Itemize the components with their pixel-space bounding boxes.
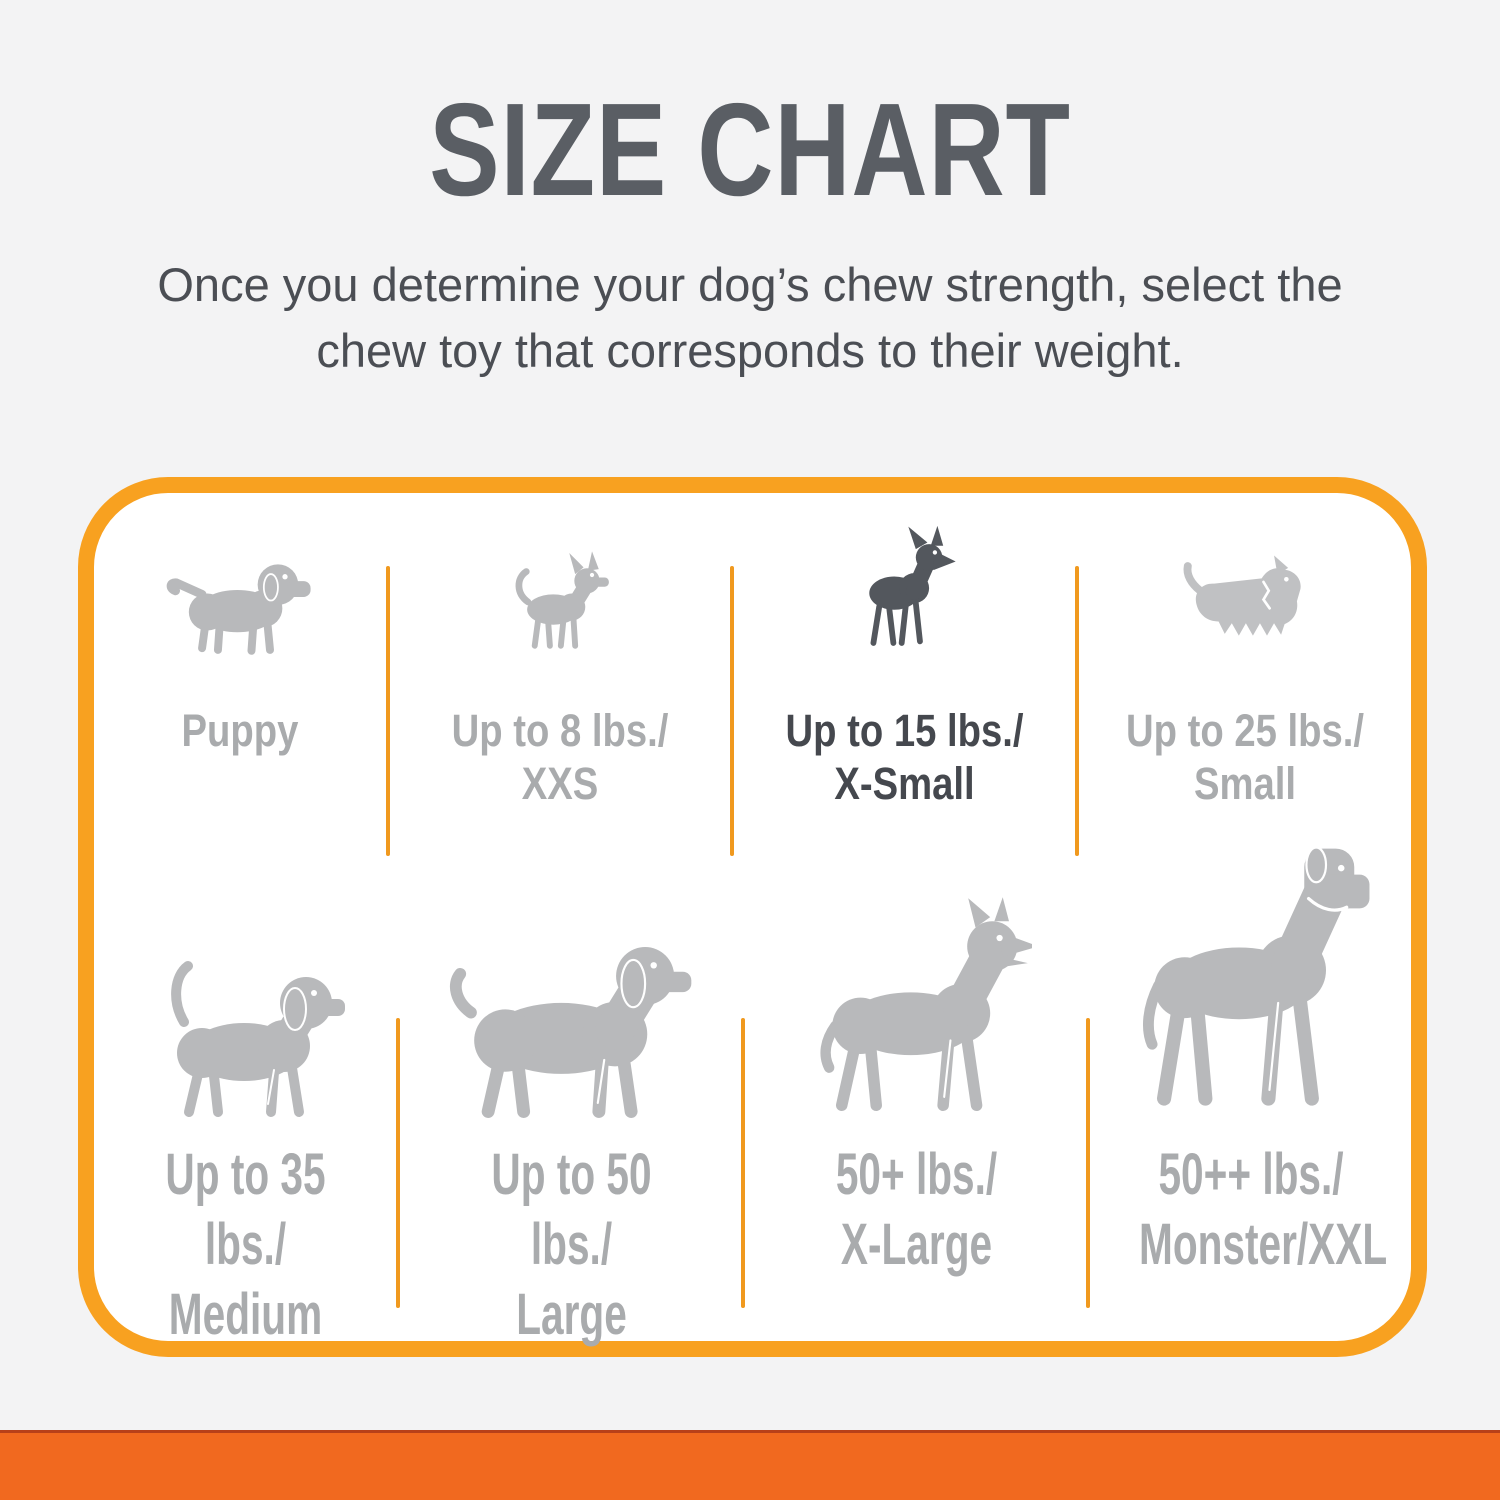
size-chart-panel [78, 477, 1427, 1357]
size-label-line2: XXS [521, 758, 599, 809]
dog-icon-box [94, 490, 386, 658]
size-label-line1: 50++ lbs./ [1158, 1142, 1344, 1207]
footer-accent-bar [0, 1430, 1500, 1500]
chihuahua-icon [515, 551, 609, 650]
beagle-icon [170, 961, 345, 1117]
size-cell-medium: Up to 35 lbs./ Medium [94, 810, 397, 1350]
dog-icon-box [746, 810, 1087, 1122]
size-cell-xxs: Up to 8 lbs./ XXS [390, 490, 730, 810]
size-cell-small: Up to 25 lbs./ Small [1079, 490, 1411, 810]
size-label-line1: Up to 8 lbs./ [451, 705, 669, 756]
size-cell-xsmall-highlighted: Up to 15 lbs./ X-Small [734, 490, 1075, 810]
size-label: Up to 8 lbs./ XXS [390, 704, 730, 810]
size-cell-xlarge: 50+ lbs./ X-Large [746, 810, 1087, 1280]
size-label: 50+ lbs./ X-Large [746, 1140, 1087, 1280]
dog-icon-box [1079, 490, 1411, 658]
column-divider [1075, 566, 1079, 856]
size-label-line2: Large [516, 1282, 627, 1347]
size-label: Puppy [94, 704, 386, 757]
column-divider [1086, 1018, 1090, 1308]
chihuahua-xsmall-icon [868, 525, 956, 646]
size-label-line2: Small [1193, 758, 1297, 809]
page-title: SIZE CHART [0, 84, 1500, 216]
size-label-line1: Up to 15 lbs./ [785, 705, 1024, 756]
puppy-dog-icon [166, 564, 311, 655]
size-label: Up to 35 lbs./ Medium [94, 1140, 397, 1350]
size-cell-large: Up to 50 lbs./ Large [401, 810, 742, 1350]
size-label-line2: Monster/XXL [1139, 1212, 1388, 1277]
size-label-line2: X-Small [834, 758, 975, 809]
size-label-line2: Medium [168, 1282, 323, 1347]
column-divider [730, 566, 734, 856]
size-label-highlighted: Up to 15 lbs./ X-Small [734, 704, 1075, 810]
shepherd-icon [819, 897, 1032, 1112]
column-divider [741, 1018, 745, 1308]
size-label-line1: Puppy [181, 705, 299, 756]
size-label-line1: Up to 50 lbs./ [491, 1142, 652, 1277]
size-label-line1: 50+ lbs./ [835, 1142, 998, 1207]
column-divider [396, 1018, 400, 1308]
labrador-icon [449, 946, 691, 1118]
size-label-line1: Up to 25 lbs./ [1125, 705, 1365, 756]
subtitle-line1: Once you determine your dog’s chew stren… [157, 258, 1343, 311]
terrier-icon [1183, 555, 1301, 637]
dog-icon-box [734, 490, 1075, 658]
dog-icon-box [94, 810, 397, 1122]
column-divider [386, 566, 390, 856]
dog-icon-box [390, 490, 730, 658]
size-cell-puppy: Puppy [94, 490, 386, 757]
size-cell-monster-xxl: 50++ lbs./ Monster/XXL [1091, 810, 1411, 1280]
subtitle: Once you determine your dog’s chew stren… [0, 252, 1500, 384]
size-label: Up to 50 lbs./ Large [401, 1140, 742, 1350]
great-dane-icon [1142, 845, 1370, 1106]
size-label-line1: Up to 35 lbs./ [165, 1142, 326, 1277]
size-label-line2: X-Large [840, 1212, 993, 1277]
size-label: Up to 25 lbs./ Small [1079, 704, 1411, 810]
page-title-text: SIZE CHART [429, 76, 1071, 223]
dog-icon-box [1091, 810, 1411, 1122]
subtitle-line2: chew toy that corresponds to their weigh… [316, 324, 1184, 377]
dog-icon-box [401, 810, 742, 1122]
size-label: 50++ lbs./ Monster/XXL [1091, 1140, 1411, 1280]
